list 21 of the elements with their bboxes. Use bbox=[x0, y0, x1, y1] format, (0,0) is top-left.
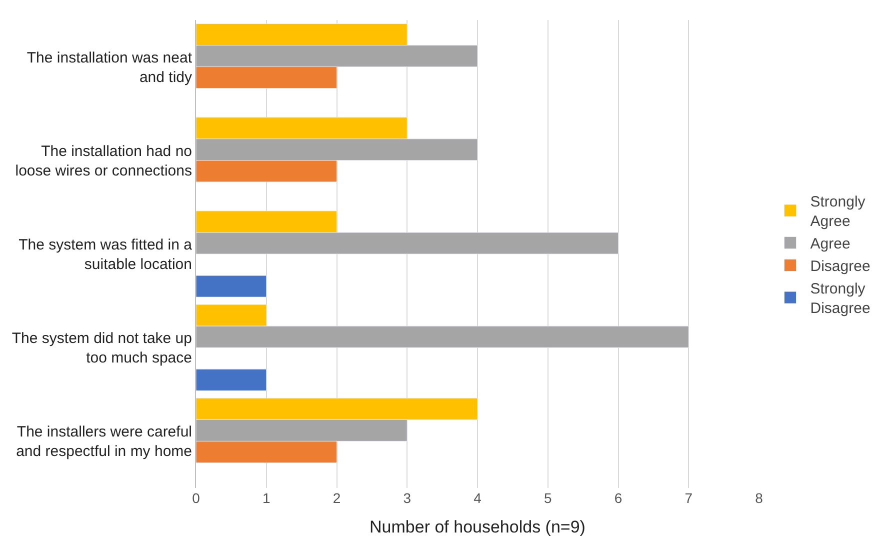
x-tick-label: 6 bbox=[614, 490, 622, 506]
y-tick-label: The installation had no loose wires or connections bbox=[15, 142, 192, 180]
legend-label: Strongly Disagree bbox=[810, 280, 870, 318]
bar bbox=[196, 368, 267, 391]
x-tick-label: 5 bbox=[544, 490, 552, 506]
x-tick-label: 2 bbox=[332, 490, 341, 506]
x-tick-label: 1 bbox=[262, 490, 270, 506]
x-tick-label: 4 bbox=[474, 490, 482, 506]
y-tick-label: The installers were careful and respectful in my home bbox=[16, 424, 192, 460]
x-tick-label: 0 bbox=[192, 490, 200, 506]
legend-label: Strongly Agree bbox=[810, 194, 866, 230]
x-tick-label: 8 bbox=[755, 490, 764, 506]
legend-label: Agree bbox=[810, 236, 850, 253]
y-tick-label: The installation was neat and tidy bbox=[26, 49, 193, 86]
y-tick-label: The system did not take up too much space bbox=[12, 330, 192, 367]
legend-label: Disagree bbox=[810, 258, 870, 276]
x-axis-title: Number of households (n=9) bbox=[370, 517, 586, 536]
y-tick-label: The system was fitted in a suitable location bbox=[18, 236, 193, 273]
x-tick-label: 3 bbox=[403, 490, 412, 506]
x-tick-label: 7 bbox=[684, 490, 693, 506]
bar bbox=[196, 275, 267, 298]
